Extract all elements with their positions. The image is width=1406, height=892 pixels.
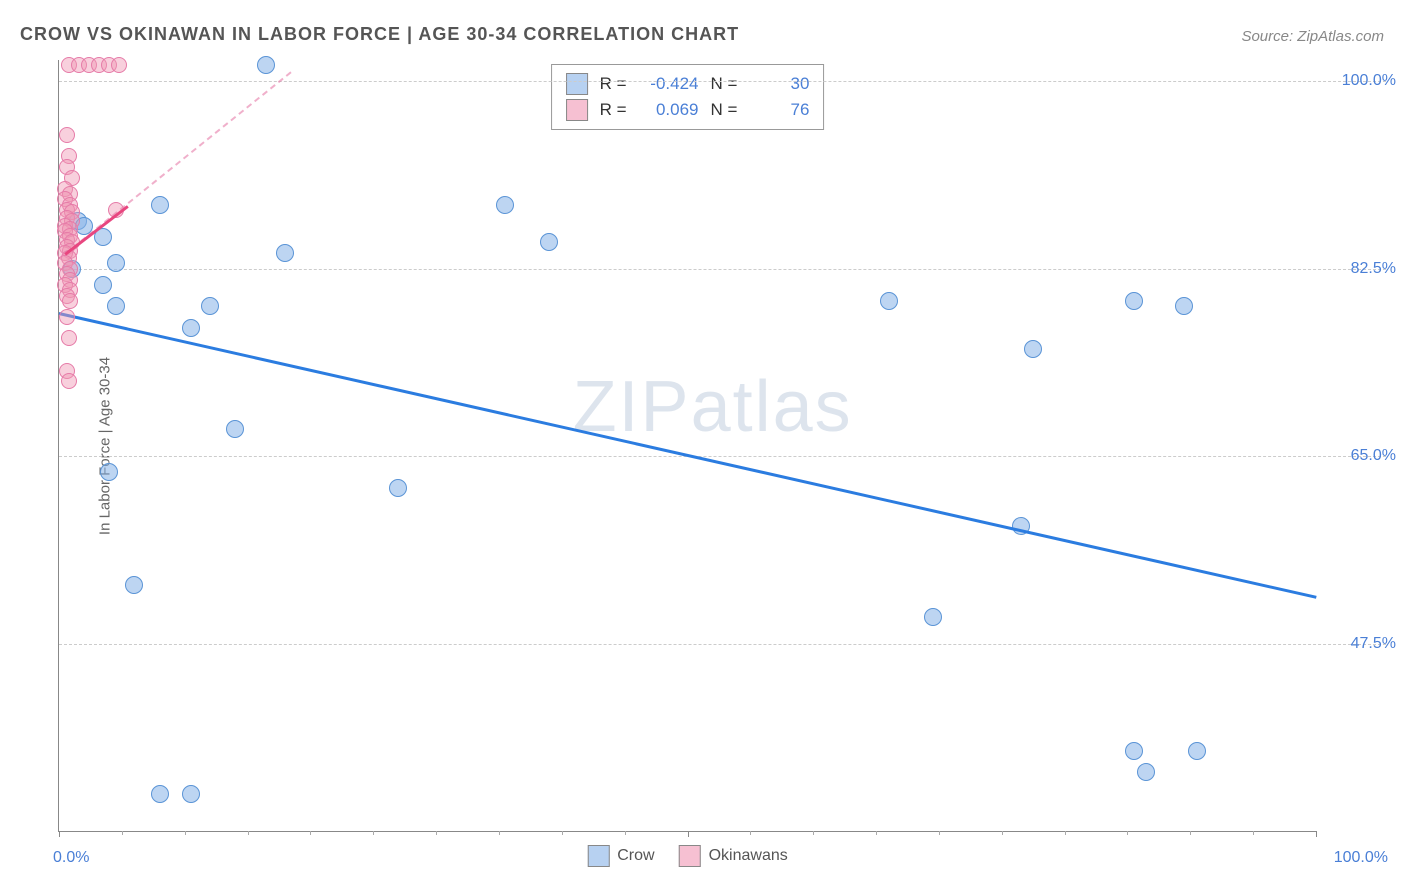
y-tick-label: 82.5% — [1351, 260, 1396, 278]
data-point — [389, 479, 407, 497]
watermark: ZIPatlas — [573, 366, 853, 448]
x-tick-minor — [625, 831, 626, 835]
x-tick-minor — [248, 831, 249, 835]
x-tick-minor — [1127, 831, 1128, 835]
data-point — [182, 785, 200, 803]
data-point — [1137, 763, 1155, 781]
data-point — [111, 57, 127, 73]
data-point — [924, 608, 942, 626]
data-point — [107, 254, 125, 272]
data-point — [59, 309, 75, 325]
crow-legend-icon — [587, 845, 609, 867]
x-tick-minor — [185, 831, 186, 835]
data-point — [496, 196, 514, 214]
crow-swatch-icon — [566, 73, 588, 95]
grid-line — [59, 456, 1386, 457]
x-tick-minor — [1190, 831, 1191, 835]
x-tick-minor — [436, 831, 437, 835]
data-point — [540, 233, 558, 251]
x-tick-minor — [1002, 831, 1003, 835]
x-axis-min-label: 0.0% — [53, 849, 89, 867]
data-point — [62, 293, 78, 309]
y-tick-label: 65.0% — [1351, 447, 1396, 465]
data-point — [1024, 340, 1042, 358]
x-tick-minor — [122, 831, 123, 835]
data-point — [61, 330, 77, 346]
x-tick-minor — [1065, 831, 1066, 835]
legend-stats-row-okinawans: R = 0.069 N = 76 — [566, 97, 810, 123]
data-point — [151, 785, 169, 803]
x-tick-minor — [373, 831, 374, 835]
x-axis-max-label: 100.0% — [1334, 849, 1388, 867]
x-tick — [59, 831, 60, 837]
legend-item-crow: Crow — [587, 845, 654, 867]
okinawans-legend-icon — [679, 845, 701, 867]
okinawans-swatch-icon — [566, 99, 588, 121]
x-tick — [1316, 831, 1317, 837]
x-tick-minor — [310, 831, 311, 835]
x-tick-minor — [562, 831, 563, 835]
data-point — [1188, 742, 1206, 760]
data-point — [61, 373, 77, 389]
data-point — [94, 276, 112, 294]
x-tick — [688, 831, 689, 837]
data-point — [182, 319, 200, 337]
x-tick-minor — [876, 831, 877, 835]
legend-series: Crow Okinawans — [587, 845, 788, 867]
x-tick-minor — [939, 831, 940, 835]
trend-line — [59, 312, 1317, 598]
chart-plot-area: ZIPatlas R = -0.424 N = 30 R = 0.069 N =… — [58, 60, 1316, 832]
legend-stats-row-crow: R = -0.424 N = 30 — [566, 71, 810, 97]
x-tick-minor — [1253, 831, 1254, 835]
data-point — [1125, 292, 1143, 310]
data-point — [226, 420, 244, 438]
grid-line — [59, 644, 1386, 645]
data-point — [257, 56, 275, 74]
data-point — [201, 297, 219, 315]
x-tick-minor — [499, 831, 500, 835]
legend-stats: R = -0.424 N = 30 R = 0.069 N = 76 — [551, 64, 825, 130]
source-label: Source: ZipAtlas.com — [1241, 28, 1384, 45]
data-point — [125, 576, 143, 594]
data-point — [880, 292, 898, 310]
grid-line — [59, 81, 1386, 82]
data-point — [59, 127, 75, 143]
chart-title: CROW VS OKINAWAN IN LABOR FORCE | AGE 30… — [20, 24, 739, 45]
x-tick-minor — [813, 831, 814, 835]
data-point — [107, 297, 125, 315]
x-tick-minor — [750, 831, 751, 835]
y-tick-label: 47.5% — [1351, 635, 1396, 653]
y-tick-label: 100.0% — [1342, 72, 1396, 90]
data-point — [276, 244, 294, 262]
data-point — [100, 463, 118, 481]
data-point — [1125, 742, 1143, 760]
data-point — [151, 196, 169, 214]
legend-item-okinawans: Okinawans — [679, 845, 788, 867]
grid-line — [59, 269, 1386, 270]
data-point — [1175, 297, 1193, 315]
